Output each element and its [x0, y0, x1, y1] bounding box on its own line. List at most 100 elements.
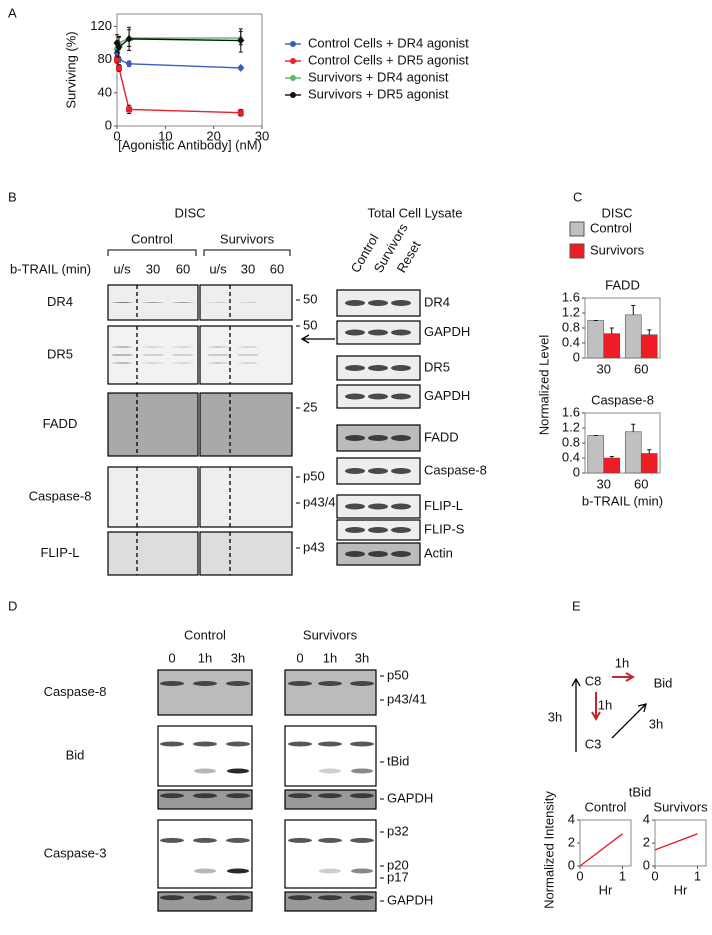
plot-frame — [579, 819, 632, 867]
y-tick-label: 2 — [568, 834, 575, 849]
blot-band — [160, 895, 184, 901]
x-tick-label: 1 — [619, 868, 626, 883]
edge-label: 3h — [548, 709, 562, 724]
blot-band — [318, 837, 342, 843]
point — [115, 43, 123, 52]
blot — [157, 669, 253, 716]
blot-band — [368, 393, 388, 400]
blot-band — [391, 300, 411, 306]
arrow — [591, 692, 601, 722]
blot-band — [345, 329, 365, 336]
blot-band — [226, 837, 250, 843]
edge-label: 3h — [649, 716, 663, 731]
blot-band — [319, 768, 341, 774]
blot-band — [142, 346, 164, 348]
series-line — [116, 52, 241, 69]
error-bar — [609, 456, 614, 458]
y-tick-label: 0.4 — [562, 449, 580, 464]
chart-title: Control — [585, 799, 627, 814]
y-tick-label: 1.6 — [562, 289, 580, 304]
chart-title: Caspase-8 — [591, 392, 654, 407]
panel-title: DISC — [601, 205, 632, 220]
blot — [284, 891, 377, 912]
blot-band — [345, 527, 365, 533]
panel-title: DISC — [174, 205, 205, 220]
arrow — [571, 677, 581, 752]
row-label: DR5 — [424, 359, 450, 374]
blot-band — [288, 895, 312, 901]
error-bar — [609, 327, 614, 334]
bar — [603, 457, 621, 474]
marker-label: p20 — [387, 857, 409, 872]
marker-label: p50 — [303, 468, 325, 483]
bar — [624, 314, 642, 359]
lane-label: 30 — [146, 261, 160, 276]
blot — [199, 466, 293, 528]
blot-band — [160, 793, 184, 799]
blot-band — [391, 527, 411, 533]
error-bar — [631, 423, 636, 432]
x-tick-label: 0 — [113, 128, 120, 143]
marker-label: 50 — [303, 291, 317, 306]
x-tick-label: 30 — [255, 128, 269, 143]
plot-frame — [654, 819, 707, 867]
group-label: Control — [131, 231, 173, 246]
blot-band — [172, 354, 194, 356]
blot-band — [318, 895, 342, 901]
group-label: Control — [184, 627, 226, 642]
x-tick-label: 60 — [634, 476, 648, 491]
row-label: Caspase-8 — [44, 684, 107, 699]
y-tick-label: 0 — [568, 857, 575, 872]
legend-label: Survivors — [590, 242, 645, 257]
y-tick-label: 40 — [98, 84, 112, 99]
y-tick-label: 1.2 — [562, 419, 580, 434]
panel-letter: E — [572, 598, 581, 613]
blot-band — [289, 869, 311, 874]
blot-band — [368, 435, 388, 441]
row-label: FLIP-S — [424, 521, 465, 536]
blot-band — [111, 346, 133, 348]
group-label: Survivors — [220, 231, 275, 246]
blot-band — [345, 468, 365, 474]
blot-band — [368, 300, 388, 306]
row-label: Caspase-8 — [29, 488, 92, 503]
series-line — [116, 59, 241, 114]
y-tick-label: 0 — [105, 117, 112, 132]
blot-band — [368, 365, 388, 371]
blot-band — [350, 895, 374, 901]
point — [237, 63, 245, 72]
blot — [284, 789, 377, 810]
error-bar — [631, 305, 636, 315]
row-label: DR5 — [47, 346, 73, 361]
chart-title: Survivors — [653, 799, 708, 814]
blot-band — [172, 302, 194, 303]
blot-band — [288, 741, 312, 747]
y-tick-label: 0.8 — [562, 434, 580, 449]
point — [126, 106, 133, 113]
blot-band — [318, 741, 342, 747]
blot-band — [391, 435, 411, 441]
point — [237, 36, 245, 45]
legend-swatch — [290, 41, 296, 47]
y-axis-label: Surviving (%) — [63, 31, 78, 108]
marker-label: p50 — [387, 667, 409, 682]
blot-band — [160, 681, 184, 686]
blot-band — [368, 329, 388, 336]
lane-label: 3h — [355, 650, 369, 665]
marker-label: p43 — [303, 539, 325, 554]
blot-band — [318, 681, 342, 686]
bar — [640, 334, 658, 359]
blot-band — [142, 354, 164, 356]
x-tick-label: 60 — [634, 361, 648, 376]
legend-swatch — [569, 243, 585, 259]
y-axis-label: Normalized Level — [536, 335, 551, 436]
blot-band — [193, 793, 217, 799]
y-tick-label: 2 — [643, 834, 650, 849]
blot-band — [226, 681, 250, 686]
blot-band — [226, 741, 250, 747]
blot-band — [226, 895, 250, 901]
legend-swatch — [290, 92, 296, 98]
blot — [157, 789, 253, 810]
node-label: C3 — [585, 736, 602, 751]
blot — [199, 284, 293, 321]
